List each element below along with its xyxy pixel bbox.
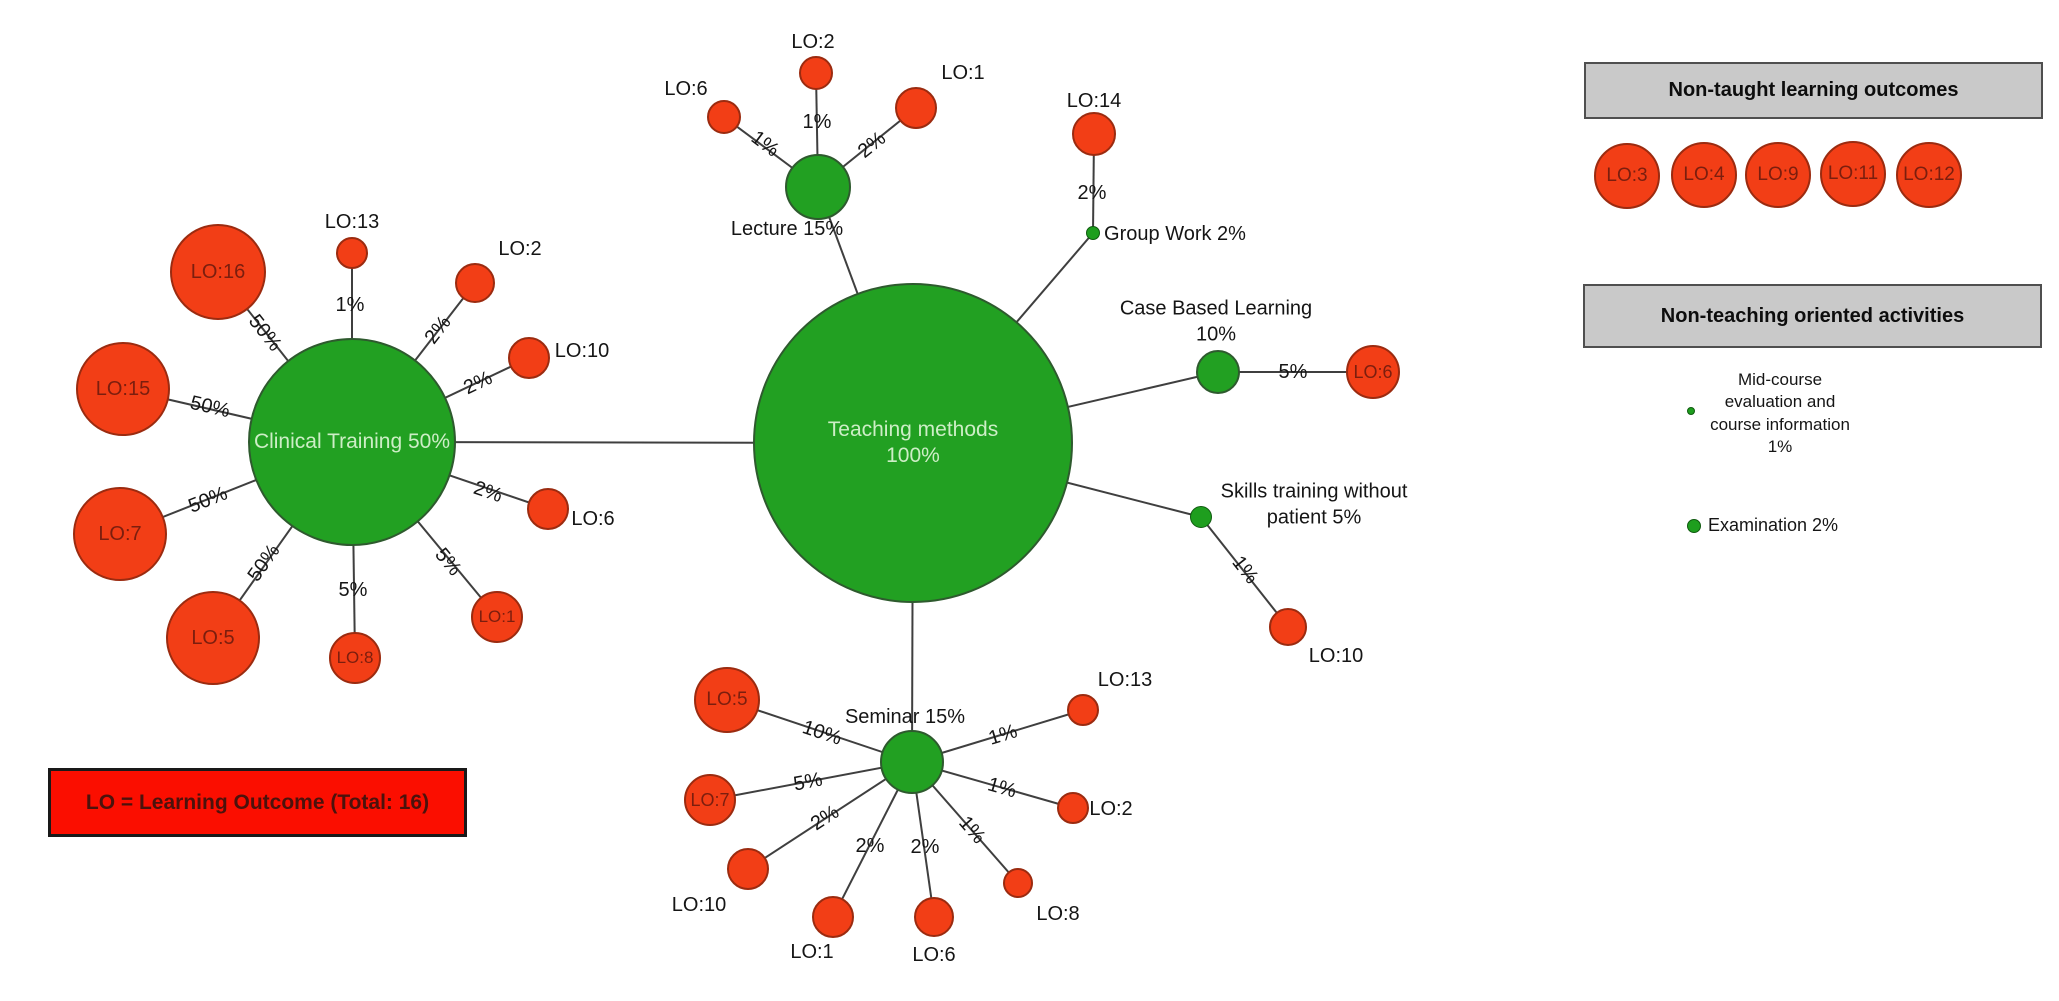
label-lo14_gw: LO:14 (1066, 89, 1122, 112)
node-lo2_ct (455, 263, 495, 303)
label-lo13_ct: LO:13 (324, 210, 380, 233)
edge-label-seminar-lo7_sem: 5% (791, 768, 825, 796)
node-lo6_cbl: LO:6 (1346, 345, 1400, 399)
node-lo1_sem (812, 896, 854, 938)
edge-label-groupwork-lo14_gw: 2% (1077, 182, 1107, 204)
node-lo10_ct (508, 337, 550, 379)
node-seminar (880, 730, 944, 794)
label-exam: Examination 2% (1707, 515, 1839, 536)
edge-label-clinical-lo13_ct: 1% (335, 294, 365, 316)
node-clinical: Clinical Training 50% (248, 338, 456, 546)
node-midcourse (1687, 407, 1695, 415)
node-lo12_nt: LO:12 (1896, 142, 1962, 208)
label-skills: Skills training without patient 5% (1220, 480, 1408, 529)
non-taught-header-title: Non-taught learning outcomes (1668, 79, 1959, 101)
label-casebased: Case Based Learning 10% (1119, 297, 1313, 346)
node-casebased (1196, 350, 1240, 394)
label-lo10_sk: LO:10 (1308, 644, 1364, 667)
non-teaching-header-title: Non-teaching oriented activities (1660, 304, 1965, 327)
label-lo10_sem: LO:10 (671, 893, 727, 916)
node-teaching: Teaching methods 100% (753, 283, 1073, 603)
node-lo10_sk (1269, 608, 1307, 646)
non-teaching-header-box: Non-teaching oriented activities (1583, 284, 2042, 348)
label-seminar: Seminar 15% (844, 705, 966, 728)
legend-text: LO = Learning Outcome (Total: 16) (85, 790, 430, 814)
node-lo6_sem (914, 897, 954, 937)
edge-skills-lo10_sk (1200, 516, 1289, 628)
edge-label-seminar-lo1_sem: 2% (855, 835, 885, 857)
label-lo6_lec: LO:6 (664, 77, 708, 100)
node-lo11_nt: LO:11 (1820, 141, 1886, 207)
node-groupwork (1086, 226, 1100, 240)
node-exam (1687, 519, 1701, 533)
edge-label-seminar-lo6_sem: 2% (910, 836, 940, 858)
label-lo2_lec: LO:2 (791, 30, 835, 53)
node-lo1_lec (895, 87, 937, 129)
node-lo8_ct: LO:8 (329, 632, 381, 684)
label-lecture: Lecture 15% (730, 217, 844, 240)
node-lo9_nt: LO:9 (1745, 142, 1811, 208)
label-lo6_ct: LO:6 (571, 507, 615, 530)
legend-box: LO = Learning Outcome (Total: 16) (48, 768, 467, 837)
node-lecture (785, 154, 851, 220)
node-lo2_lec (799, 56, 833, 90)
node-lo1_ct: LO:1 (471, 591, 523, 643)
node-lo7_sem: LO:7 (684, 774, 736, 826)
edge-label-lecture-lo2_lec: 1% (802, 111, 832, 133)
node-lo13_ct (336, 237, 368, 269)
node-lo13_sem (1067, 694, 1099, 726)
node-skills (1190, 506, 1212, 528)
node-lo8_sem (1003, 868, 1033, 898)
node-lo4_nt: LO:4 (1671, 142, 1737, 208)
label-lo6_sem: LO:6 (912, 943, 956, 966)
node-lo16_ct: LO:16 (170, 224, 266, 320)
label-lo1_lec: LO:1 (941, 61, 985, 84)
edge-label-clinical-lo8_ct: 5% (338, 579, 368, 601)
non-taught-header-box: Non-taught learning outcomes (1584, 62, 2043, 119)
node-lo5_ct: LO:5 (166, 591, 260, 685)
node-lo6_lec (707, 100, 741, 134)
edge-label-casebased-lo6_cbl: 5% (1278, 361, 1308, 383)
label-lo13_sem: LO:13 (1097, 668, 1153, 691)
label-midcourse: Mid-course evaluation and course informa… (1710, 370, 1850, 457)
label-lo1_sem: LO:1 (790, 940, 834, 963)
label-lo2_sem: LO:2 (1089, 797, 1133, 820)
label-lo10_ct: LO:10 (554, 339, 610, 362)
node-lo3_nt: LO:3 (1594, 143, 1660, 209)
node-lo6_ct (527, 488, 569, 530)
label-lo2_ct: LO:2 (498, 237, 542, 260)
node-lo14_gw (1072, 112, 1116, 156)
label-lo8_sem: LO:8 (1036, 902, 1080, 925)
edge-seminar-lo7_sem (709, 761, 913, 801)
node-lo5_sem: LO:5 (694, 667, 760, 733)
node-lo15_ct: LO:15 (76, 342, 170, 436)
node-lo7_ct: LO:7 (73, 487, 167, 581)
node-lo2_sem (1057, 792, 1089, 824)
label-groupwork: Group Work 2% (1104, 222, 1246, 245)
node-lo10_sem (727, 848, 769, 890)
